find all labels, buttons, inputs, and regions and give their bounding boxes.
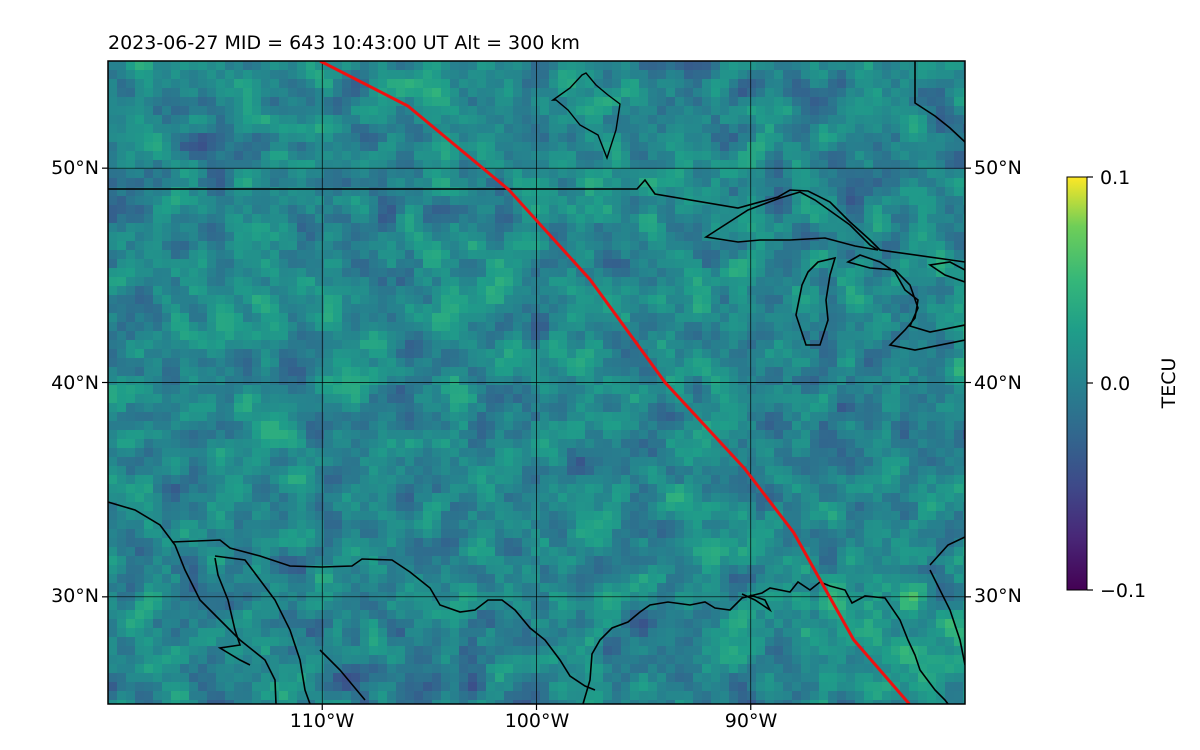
lon-label-90w: 90°W (725, 710, 778, 732)
colorbar: 0.1 0.0 −0.1 TECU (1066, 167, 1180, 602)
colorbar-label: TECU (1158, 358, 1180, 410)
satellite-track (319, 61, 911, 704)
colorbar-gradient (1066, 176, 1088, 591)
tec-heatmap (108, 61, 965, 704)
colorbar-tick-min: −0.1 (1100, 580, 1146, 602)
lat-label-50-left: 50°N (51, 157, 99, 179)
colorbar-tick-max: 0.1 (1100, 167, 1130, 189)
coastlines-and-borders (108, 61, 965, 704)
lat-label-40-left: 40°N (51, 372, 99, 394)
lat-label-30-left: 30°N (51, 585, 99, 607)
map-gridlines (108, 61, 965, 704)
lon-label-100w: 100°W (505, 710, 570, 732)
tec-map (108, 61, 965, 704)
lon-label-110w: 110°W (290, 710, 355, 732)
colorbar-tick-zero: 0.0 (1100, 373, 1130, 395)
map-axis-ticks (102, 167, 971, 710)
lat-label-40-right: 40°N (974, 372, 1022, 394)
lat-label-50-right: 50°N (974, 157, 1022, 179)
lat-label-30-right: 30°N (974, 585, 1022, 607)
map-title: 2023-06-27 MID = 643 10:43:00 UT Alt = 3… (108, 32, 580, 54)
